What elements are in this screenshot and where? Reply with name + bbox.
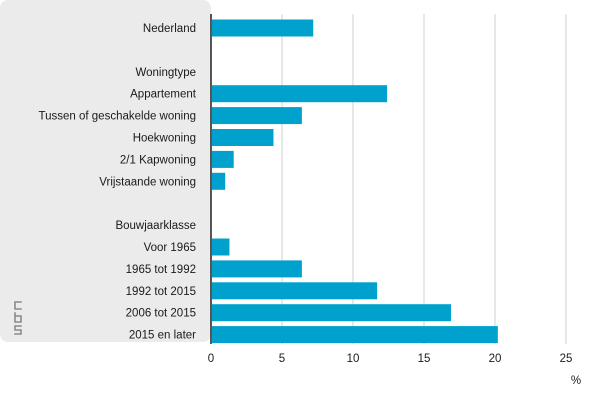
category-label-panel <box>0 0 211 342</box>
category-label: 1992 tot 2015 <box>126 286 196 298</box>
bar <box>212 282 378 300</box>
category-label: Hoekwoning <box>133 133 196 145</box>
category-label: Voor 1965 <box>144 242 196 254</box>
x-axis-unit-label: % <box>571 375 581 387</box>
x-tick-label: 15 <box>418 353 431 365</box>
bar <box>212 260 302 278</box>
category-label: 1965 tot 1992 <box>126 264 196 276</box>
category-label: 2015 en later <box>129 330 196 342</box>
category-label: Nederland <box>143 23 196 35</box>
bar <box>212 129 274 146</box>
x-tick-label: 10 <box>347 353 360 365</box>
category-label: 2/1 Kapwoning <box>120 154 196 166</box>
bar <box>212 326 498 344</box>
category-label: Woningtype <box>135 67 196 79</box>
x-tick-label: 20 <box>489 353 502 365</box>
category-label: Vrijstaande woning <box>99 176 196 188</box>
category-label: Tussen of geschakelde woning <box>39 111 196 123</box>
x-tick-label: 5 <box>279 353 285 365</box>
category-label: Appartement <box>130 89 197 101</box>
x-tick-label: 0 <box>208 353 214 365</box>
category-label: Bouwjaarklasse <box>115 220 196 232</box>
bar <box>212 150 234 168</box>
bar <box>212 304 451 322</box>
bar <box>212 172 226 190</box>
category-label: 2006 tot 2015 <box>126 308 196 320</box>
cbs-logo-icon <box>14 301 22 335</box>
x-tick-label: 25 <box>560 353 573 365</box>
x-tick-labels: 0 5 10 15 20 25 <box>208 353 573 365</box>
bar <box>212 85 388 103</box>
bars <box>212 19 498 344</box>
category-labels: Nederland Woningtype Appartement Tussen of … <box>39 23 197 342</box>
bar <box>212 19 314 37</box>
bar <box>212 238 230 256</box>
bar <box>212 107 302 125</box>
